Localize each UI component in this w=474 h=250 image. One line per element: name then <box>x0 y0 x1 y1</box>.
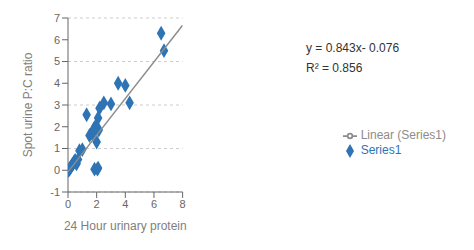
html-text:y = 0.843x- 0.076: y = 0.843x- 0.076 <box>306 41 400 55</box>
svg-text:8: 8 <box>180 198 186 210</box>
svg-text:5: 5 <box>54 55 60 67</box>
svg-text:2: 2 <box>94 198 100 210</box>
html-text:R² = 0.856: R² = 0.856 <box>306 61 363 75</box>
svg-text:3: 3 <box>54 99 60 111</box>
svg-text:4: 4 <box>54 77 60 89</box>
svg-text:-1: -1 <box>50 186 60 198</box>
svg-text:6: 6 <box>54 34 60 46</box>
svg-text:7: 7 <box>54 12 60 24</box>
svg-text:2: 2 <box>54 121 60 133</box>
svg-text:4: 4 <box>122 198 128 210</box>
svg-text:6: 6 <box>151 198 157 210</box>
svg-text:24 Hour urinary protein: 24 Hour urinary protein <box>64 219 187 233</box>
svg-text:Spot urine P:C ratio: Spot urine P:C ratio <box>21 52 35 157</box>
html-text:Series1: Series1 <box>360 142 402 157</box>
svg-text:0: 0 <box>54 164 60 176</box>
svg-text:0: 0 <box>65 198 71 210</box>
svg-text:1: 1 <box>54 142 60 154</box>
html-text:Linear (Series1): Linear (Series1) <box>360 128 446 142</box>
